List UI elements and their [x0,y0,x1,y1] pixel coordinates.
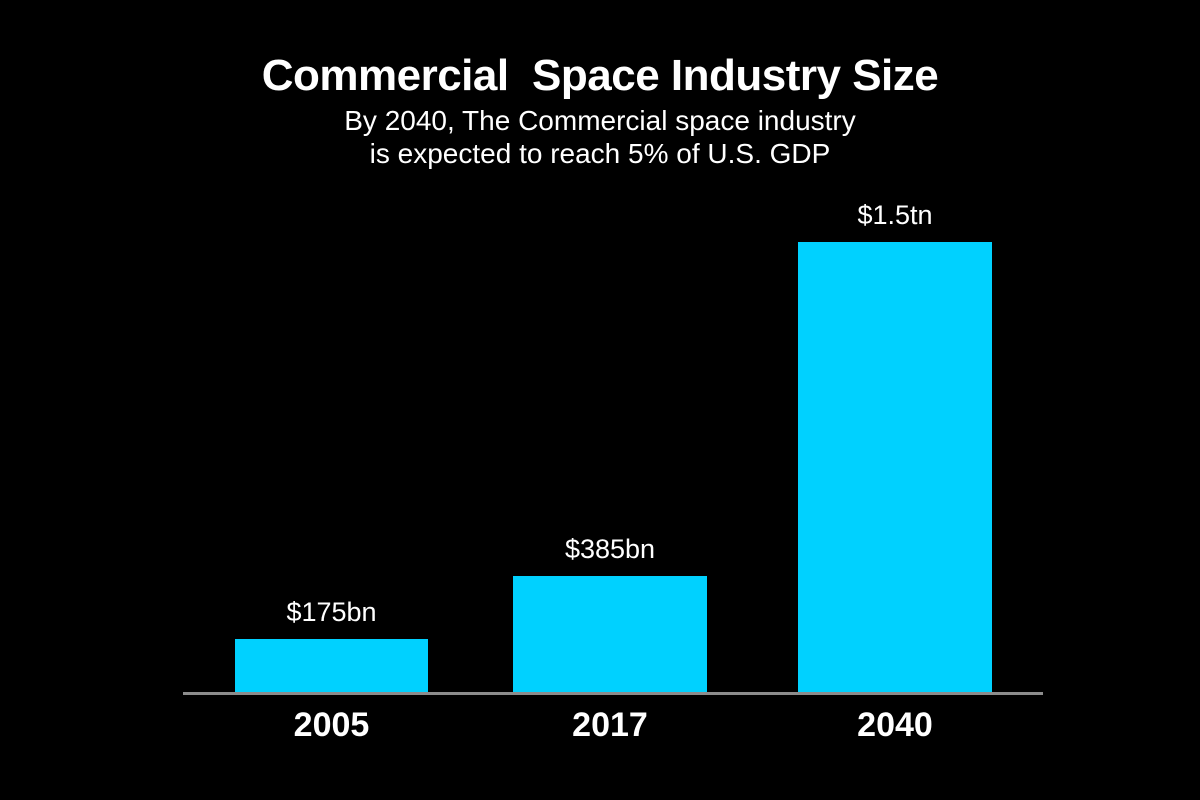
chart-subtitle: By 2040, The Commercial space industry i… [0,104,1200,170]
chart-subtitle-line-2: is expected to reach 5% of U.S. GDP [369,138,831,169]
x-axis-line [183,692,1043,695]
x-tick-label-2040: 2040 [857,706,933,744]
x-tick-label-2017: 2017 [572,706,648,744]
bar-2005 [235,639,428,692]
bar-value-label-2040: $1.5tn [857,200,933,230]
bar-2040 [798,242,992,692]
bar-value-label-2005: $175bn [286,597,377,627]
bar-2017 [513,576,707,692]
chart-subtitle-line-1: By 2040, The Commercial space industry [344,105,856,136]
x-tick-label-2005: 2005 [293,706,370,744]
bar-value-label-2017: $385bn [564,534,656,564]
chart-title: Commercial Space Industry Size [261,51,939,100]
